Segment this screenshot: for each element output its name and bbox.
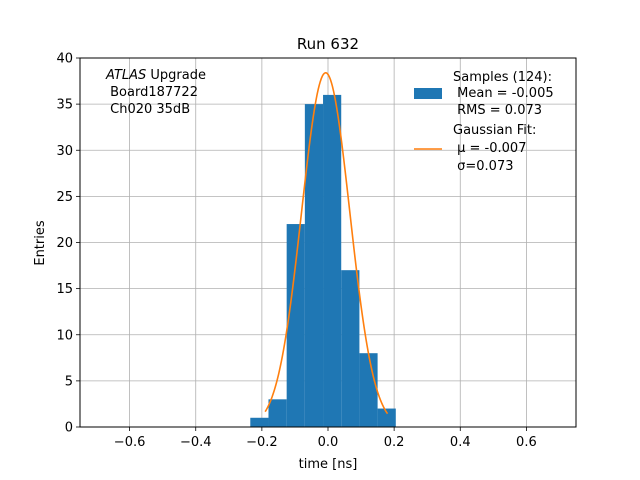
y-tick-label: 10 — [56, 328, 73, 343]
annotation-line-2: Board187722 — [106, 85, 198, 100]
y-tick-label: 40 — [56, 52, 73, 67]
legend-fit-line-3: σ=0.073 — [453, 159, 513, 174]
legend-samples-line-2: Mean = -0.005 — [453, 86, 554, 101]
histogram-bar — [304, 104, 324, 427]
legend-samples-line-3: RMS = 0.073 — [453, 103, 542, 118]
y-tick-label: 25 — [56, 190, 73, 205]
histogram-bar — [341, 270, 360, 427]
x-axis-ticks: −0.6 −0.4 −0.2 0.0 0.2 0.4 0.6 — [114, 427, 537, 450]
y-axis-ticks: 0 5 10 15 20 25 30 35 40 — [56, 52, 80, 436]
y-tick-label: 30 — [56, 144, 73, 159]
x-tick-label: −0.4 — [180, 435, 212, 450]
y-tick-label: 0 — [65, 421, 73, 436]
annotation: ATLAS Upgrade Board187722 Ch020 35dB — [105, 68, 206, 117]
x-tick-label: −0.2 — [246, 435, 278, 450]
histogram-bar — [286, 224, 305, 427]
histogram-bars — [250, 94, 396, 428]
x-axis-label: time [ns] — [299, 457, 358, 472]
legend-samples-line-1: Samples (124): — [453, 70, 552, 85]
histogram-bar — [359, 353, 378, 427]
histogram-bar — [323, 94, 342, 428]
x-tick-label: 0.4 — [450, 435, 471, 450]
histogram-bar — [268, 399, 287, 427]
y-tick-label: 15 — [56, 282, 73, 297]
y-tick-label: 35 — [56, 98, 73, 113]
histogram-bar — [377, 408, 396, 427]
legend-fit-line-1: Gaussian Fit: — [453, 123, 536, 138]
x-tick-label: −0.6 — [114, 435, 146, 450]
x-tick-label: 0.6 — [516, 435, 537, 450]
annotation-upgrade: Upgrade — [146, 68, 206, 83]
x-tick-label: 0.2 — [384, 435, 405, 450]
annotation-line-3: Ch020 35dB — [106, 102, 190, 117]
annotation-atlas: ATLAS — [105, 68, 146, 83]
y-axis-label: Entries — [33, 220, 48, 266]
y-tick-label: 5 — [65, 374, 73, 389]
legend-fit-line-2: μ = -0.007 — [453, 141, 526, 156]
legend: Samples (124): Mean = -0.005 RMS = 0.073… — [414, 70, 554, 174]
y-tick-label: 20 — [56, 236, 73, 251]
annotation-line-1: ATLAS Upgrade — [105, 68, 206, 83]
x-tick-label: 0.0 — [318, 435, 339, 450]
legend-samples-patch — [414, 88, 442, 99]
chart-title: Run 632 — [297, 35, 359, 53]
gaussian-fit-curve — [264, 71, 389, 415]
histogram-bar — [250, 417, 269, 427]
gaussian-fit — [264, 71, 389, 415]
